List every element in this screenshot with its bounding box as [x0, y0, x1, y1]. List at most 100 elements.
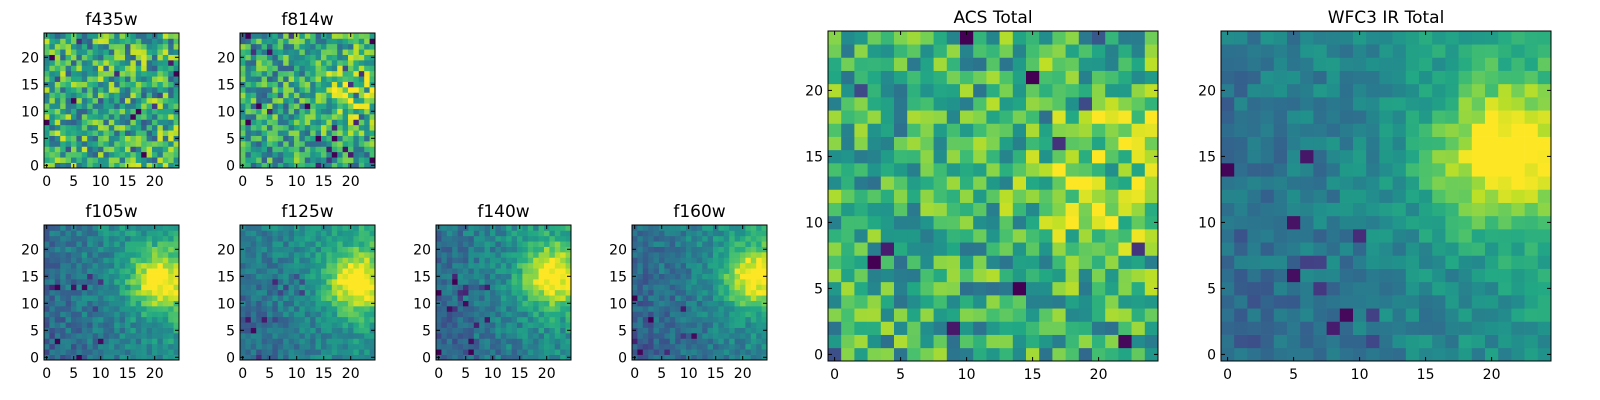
- heatmap-cell: [130, 322, 137, 328]
- heatmap-cell: [1537, 321, 1552, 335]
- heatmap-cell: [1537, 308, 1552, 322]
- heatmap-cell: [1105, 57, 1119, 71]
- heatmap-cell: [1300, 295, 1314, 309]
- heatmap-cell: [894, 97, 908, 111]
- heatmap-cell: [1300, 321, 1314, 335]
- heatmap-cell: [1026, 83, 1040, 98]
- heatmap-cell: [49, 268, 56, 274]
- heatmap-cell: [522, 327, 529, 334]
- heatmap-cell: [81, 241, 88, 247]
- heatmap-cell: [1026, 295, 1040, 309]
- heatmap-cell: [473, 235, 480, 242]
- heatmap-cell: [348, 157, 354, 163]
- heatmap-cell: [277, 97, 284, 104]
- heatmap-cell: [358, 130, 365, 136]
- heatmap-cell: [331, 76, 338, 82]
- heatmap-cell: [310, 151, 316, 158]
- heatmap-cell: [125, 327, 131, 334]
- heatmap-cell: [272, 289, 279, 296]
- heatmap-cell: [1105, 163, 1119, 177]
- heatmap-cell: [87, 306, 93, 312]
- heatmap-cell: [973, 321, 987, 335]
- heatmap-cell: [920, 83, 934, 98]
- y-tick-label: 15: [805, 149, 823, 165]
- heatmap-cell: [60, 257, 66, 264]
- heatmap-cell: [87, 230, 93, 237]
- heatmap-cell: [500, 257, 507, 264]
- heatmap-cell: [554, 257, 561, 264]
- heatmap-cell: [54, 92, 61, 99]
- heatmap-cell: [321, 235, 327, 242]
- heatmap-cell: [250, 252, 257, 258]
- heatmap-cell: [560, 306, 566, 312]
- heatmap-cell: [272, 235, 279, 242]
- heatmap-cell: [517, 257, 523, 264]
- heatmap-cell: [632, 311, 638, 318]
- heatmap-cell: [331, 311, 338, 318]
- heatmap-cell: [304, 135, 311, 142]
- heatmap-cell: [173, 65, 180, 72]
- heatmap-cell: [560, 279, 566, 285]
- heatmap-cell: [750, 327, 757, 334]
- heatmap-cell: [267, 327, 273, 334]
- heatmap-cell: [358, 343, 365, 350]
- heatmap-cell: [49, 162, 56, 169]
- heatmap-cell: [1039, 44, 1053, 58]
- heatmap-cell: [277, 333, 284, 339]
- heatmap-cell: [321, 87, 327, 93]
- heatmap-cell: [54, 87, 61, 93]
- heatmap-cell: [326, 354, 333, 361]
- heatmap-cell: [98, 124, 104, 131]
- heatmap-cell: [960, 321, 974, 335]
- heatmap-cell: [907, 334, 921, 349]
- heatmap-cell: [1118, 255, 1132, 269]
- heatmap-cell: [1234, 334, 1248, 349]
- heatmap-cell: [348, 284, 354, 291]
- heatmap-cell: [696, 284, 703, 291]
- heatmap-cell: [108, 43, 115, 50]
- heatmap-cell: [1221, 215, 1235, 230]
- heatmap-cell: [1118, 202, 1132, 217]
- heatmap-cell: [1379, 295, 1393, 309]
- heatmap-cell: [960, 202, 974, 217]
- heatmap-cell: [76, 268, 83, 274]
- heatmap-cell: [157, 114, 164, 120]
- heatmap-cell: [1300, 163, 1314, 177]
- heatmap-cell: [54, 54, 61, 61]
- heatmap-cell: [87, 349, 93, 355]
- heatmap-cell: [1221, 295, 1235, 309]
- heatmap-cell: [54, 43, 61, 50]
- heatmap-cell: [92, 311, 99, 318]
- heatmap-cell: [250, 157, 257, 163]
- heatmap-cell: [130, 268, 137, 274]
- heatmap-cell: [554, 235, 561, 242]
- heatmap-cell: [76, 141, 83, 147]
- heatmap-cell: [119, 268, 126, 274]
- heatmap-cell: [718, 262, 725, 269]
- heatmap-cell: [653, 354, 660, 361]
- heatmap-cell: [87, 70, 93, 77]
- heatmap-cell: [484, 268, 491, 274]
- heatmap-cell: [310, 273, 316, 280]
- heatmap-cell: [653, 230, 660, 237]
- heatmap-cell: [125, 81, 131, 88]
- heatmap-cell: [331, 284, 338, 291]
- heatmap-cell: [750, 230, 757, 237]
- heatmap-cell: [294, 43, 300, 50]
- heatmap-cell: [484, 316, 491, 323]
- heatmap-cell: [277, 76, 284, 82]
- heatmap-cell: [304, 300, 311, 307]
- heatmap-cell: [146, 151, 153, 158]
- heatmap-cell: [750, 246, 757, 253]
- heatmap-cell: [288, 306, 295, 312]
- heatmap-cell: [114, 316, 120, 323]
- heatmap-cell: [1131, 321, 1146, 335]
- heatmap-cell: [854, 123, 868, 137]
- heatmap-cell: [44, 49, 50, 55]
- heatmap-cell: [1052, 123, 1066, 137]
- heatmap-cell: [1524, 229, 1539, 243]
- heatmap-cell: [1366, 347, 1380, 362]
- heatmap-cell: [734, 246, 741, 253]
- heatmap-cell: [135, 151, 142, 158]
